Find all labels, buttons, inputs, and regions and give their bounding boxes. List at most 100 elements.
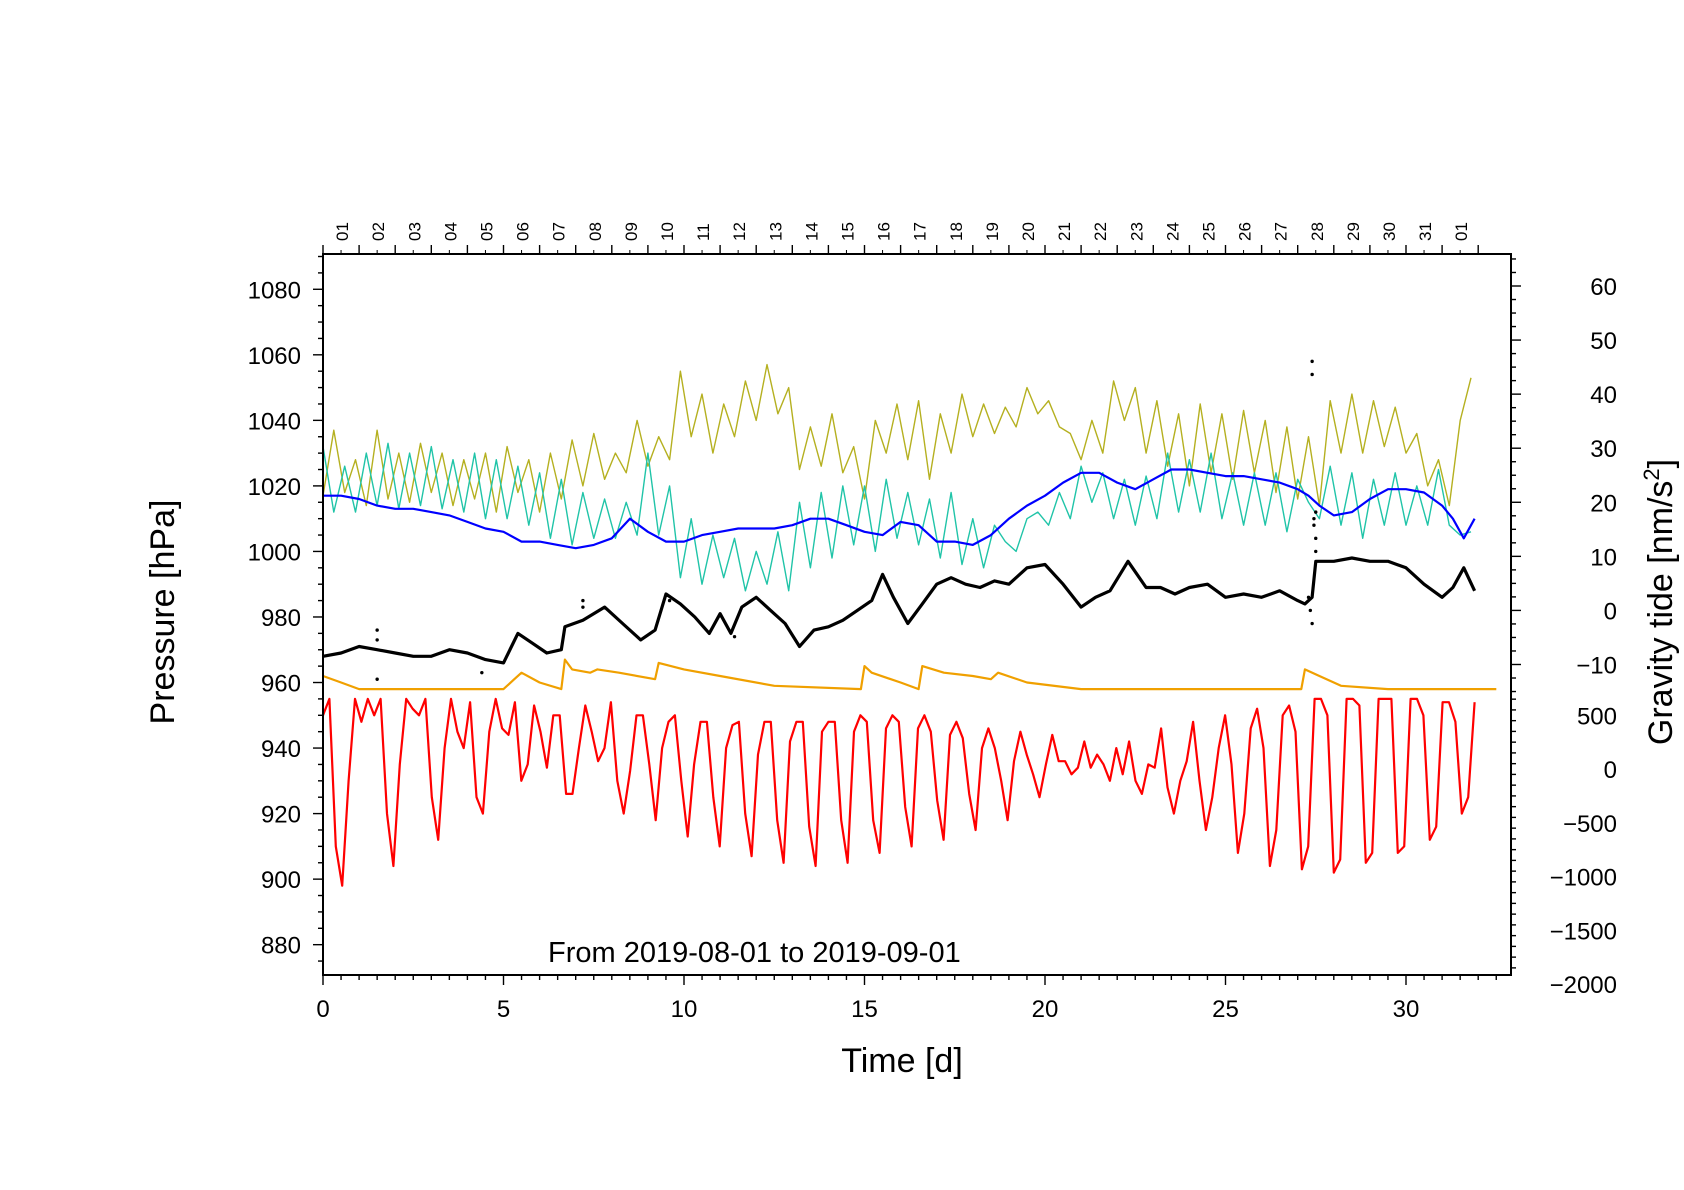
right-upper-label: 0	[1604, 598, 1617, 625]
x-tick-label: 0	[316, 996, 329, 1023]
outlier-point	[1310, 621, 1314, 626]
day-label: 30	[1380, 222, 1399, 241]
outlier-point	[1312, 516, 1316, 521]
day-label: 31	[1416, 222, 1435, 241]
right-axis-title-base: Gravity tide [nm/s	[1642, 481, 1680, 746]
left-tick-label: 1080	[248, 277, 301, 304]
outlier-point	[1314, 536, 1318, 541]
left-tick-label: 980	[261, 605, 301, 632]
right-upper-label: 30	[1590, 436, 1617, 463]
right-axis-title: Gravity tide [nm/s2]	[1639, 459, 1680, 745]
x-tick-label: 15	[851, 996, 878, 1023]
date-range-annotation: From 2019-08-01 to 2019-09-01	[548, 937, 961, 969]
outlier-point	[1308, 608, 1313, 613]
right-upper-label: 60	[1590, 274, 1617, 301]
outlier-point	[1310, 372, 1314, 377]
series-teal_oscillation	[322, 442, 1472, 592]
left-tick-label: 880	[261, 933, 301, 960]
series-olive_oscillation	[322, 363, 1472, 513]
day-label: 17	[911, 222, 930, 241]
x-axis-title: Time [d]	[841, 1042, 963, 1080]
outlier-point	[375, 638, 379, 642]
plot-frame	[322, 253, 1512, 976]
right-lower-label: −1500	[1550, 918, 1617, 945]
left-tick-label: 920	[261, 802, 301, 829]
right-lower-label: 500	[1577, 703, 1617, 730]
right-upper-label: 40	[1590, 382, 1617, 409]
day-label: 19	[983, 222, 1002, 241]
day-label: 15	[838, 222, 857, 241]
right-axis-title-superscript: 2	[1639, 468, 1664, 480]
day-label: 23	[1127, 222, 1146, 241]
right-axis-title-end: ]	[1642, 459, 1680, 468]
right-upper-label: 20	[1590, 490, 1617, 517]
x-tick-label: 20	[1032, 996, 1059, 1023]
day-label: 01	[1452, 222, 1471, 241]
left-tick-label: 1060	[248, 343, 301, 370]
day-label: 20	[1019, 222, 1038, 241]
series-blue_gravity_component	[323, 468, 1476, 550]
day-label: 01	[333, 222, 352, 241]
series-lines	[321, 363, 1497, 887]
outlier-point	[1314, 549, 1318, 554]
right-upper-label: −10	[1576, 652, 1617, 679]
day-label: 24	[1163, 222, 1182, 241]
outlier-point	[1310, 359, 1314, 364]
outlier-point	[375, 677, 379, 681]
day-label: 11	[694, 223, 713, 241]
day-label: 28	[1308, 222, 1327, 241]
series-pressure_black	[322, 556, 1477, 665]
day-label: 13	[766, 222, 785, 241]
day-label: 04	[441, 222, 460, 241]
day-label: 21	[1055, 222, 1074, 241]
outlier-point	[732, 634, 737, 639]
day-label: 03	[405, 222, 424, 241]
day-label: 27	[1272, 222, 1291, 241]
left-tick-label: 1000	[248, 539, 301, 566]
outlier-point	[1314, 510, 1318, 514]
day-label: 26	[1236, 222, 1255, 241]
left-tick-label: 1040	[248, 408, 301, 435]
left-tick-label: 900	[261, 867, 301, 894]
left-tick-label: 940	[261, 736, 301, 763]
day-label: 06	[514, 222, 533, 241]
tick-marks	[313, 245, 1521, 985]
day-label: 29	[1344, 222, 1363, 241]
right-lower-label: −1000	[1550, 865, 1617, 892]
series-orange_series	[322, 658, 1497, 691]
right-upper-label: 10	[1590, 544, 1617, 571]
outlier-point	[1312, 523, 1316, 527]
day-label: 22	[1091, 222, 1110, 241]
right-lower-label: 0	[1604, 757, 1617, 784]
day-label: 14	[802, 222, 821, 241]
day-label: 18	[947, 222, 966, 241]
day-label: 05	[477, 222, 496, 241]
right-upper-label: 50	[1590, 328, 1617, 355]
series-red_tide	[321, 697, 1476, 887]
left-tick-label: 1020	[248, 474, 301, 501]
day-label: 08	[586, 222, 605, 241]
day-label: 16	[875, 222, 894, 241]
x-tick-label: 10	[671, 996, 698, 1023]
x-tick-label: 5	[497, 996, 510, 1023]
day-label: 09	[622, 222, 641, 241]
day-label: 10	[658, 222, 677, 241]
day-label: 12	[730, 222, 749, 241]
day-label: 25	[1199, 222, 1218, 241]
x-tick-label: 30	[1393, 996, 1420, 1023]
right-lower-label: −500	[1563, 811, 1617, 838]
left-tick-label: 960	[261, 671, 301, 698]
outlier-point	[375, 628, 379, 632]
right-lower-label: −2000	[1550, 972, 1617, 999]
day-label: 07	[550, 222, 569, 241]
left-axis-title: Pressure [hPa]	[144, 500, 182, 725]
outlier-point	[667, 598, 672, 603]
x-tick-label: 25	[1212, 996, 1239, 1023]
outlier-point	[581, 598, 585, 603]
outlier-point	[480, 670, 484, 675]
outlier-point	[581, 605, 585, 609]
day-label: 02	[369, 222, 388, 241]
outlier-point	[1306, 595, 1311, 600]
